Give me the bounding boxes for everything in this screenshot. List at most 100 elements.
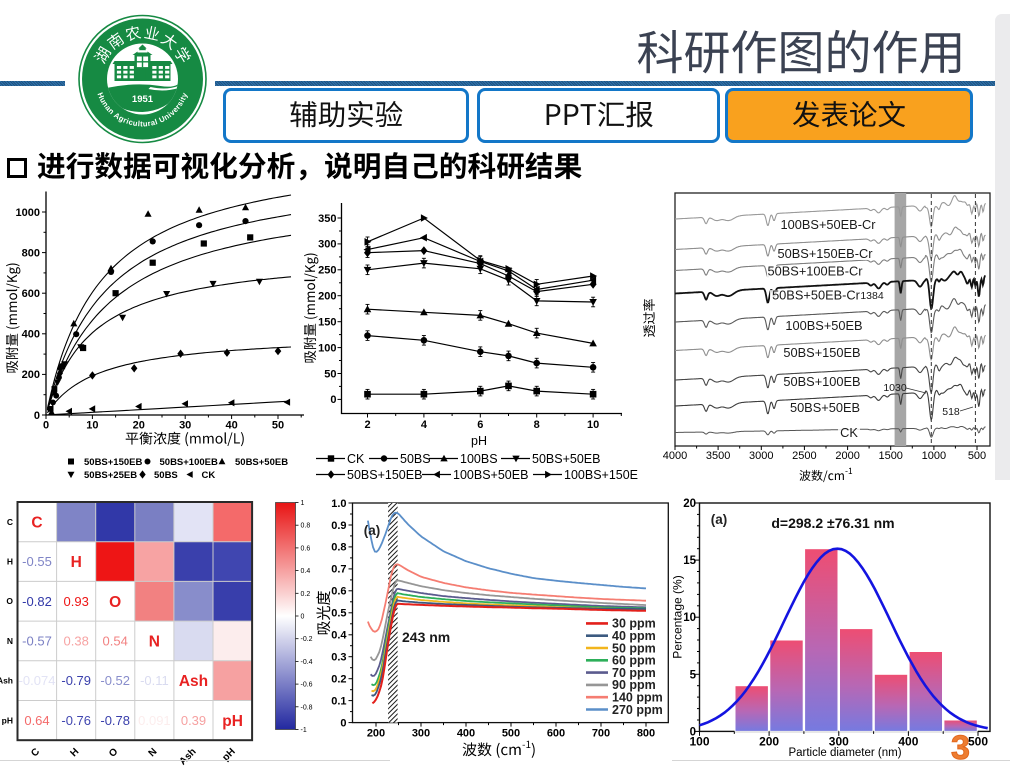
svg-text:10: 10 (683, 612, 696, 624)
svg-text:200: 200 (22, 369, 40, 381)
svg-text:50BS+100EB: 50BS+100EB (783, 374, 860, 389)
svg-text:8: 8 (534, 419, 540, 431)
svg-text:50BS+25EB: 50BS+25EB (84, 470, 137, 481)
svg-text:50BS+100EB-Cr: 50BS+100EB-Cr (768, 264, 864, 279)
svg-text:4: 4 (421, 419, 428, 431)
svg-text:100: 100 (318, 342, 336, 354)
svg-text:140 ppm: 140 ppm (612, 691, 663, 705)
svg-text:100: 100 (689, 734, 709, 748)
svg-text:1500: 1500 (878, 450, 902, 462)
svg-text:-0.82: -0.82 (22, 594, 52, 609)
svg-text:50: 50 (272, 420, 284, 432)
svg-text:30 ppm: 30 ppm (612, 617, 656, 631)
svg-text:500: 500 (968, 734, 988, 748)
svg-text:518: 518 (942, 406, 960, 418)
svg-text:0.4: 0.4 (331, 630, 347, 642)
svg-text:0.39: 0.39 (181, 713, 206, 728)
svg-text:0.3: 0.3 (331, 652, 346, 664)
svg-text:50BS+150EB: 50BS+150EB (84, 457, 142, 468)
svg-text:-0.76: -0.76 (61, 713, 91, 728)
svg-text:250: 250 (318, 265, 336, 277)
svg-text:0.54: 0.54 (103, 634, 128, 649)
svg-text:70 ppm: 70 ppm (612, 666, 656, 680)
svg-text:0.5: 0.5 (331, 608, 346, 620)
svg-text:1384: 1384 (860, 290, 884, 302)
svg-text:-0.8: -0.8 (301, 704, 313, 711)
svg-text:100BS+150E: 100BS+150E (564, 468, 638, 482)
svg-text:-0.11: -0.11 (140, 673, 169, 688)
svg-text:C: C (31, 514, 42, 531)
svg-text:40: 40 (225, 420, 237, 432)
svg-text:Particle diameter (nm): Particle diameter (nm) (788, 747, 901, 759)
svg-text:0: 0 (340, 717, 346, 729)
svg-text:2: 2 (364, 419, 370, 431)
svg-text:0.64: 0.64 (24, 713, 49, 728)
svg-text:C: C (7, 517, 13, 527)
svg-text:10: 10 (587, 419, 599, 431)
svg-text:H: H (68, 746, 81, 759)
svg-text:200: 200 (367, 728, 385, 740)
svg-text:200: 200 (759, 734, 779, 748)
svg-text:20: 20 (133, 420, 145, 432)
svg-text:-0.57: -0.57 (22, 634, 52, 649)
svg-text:1951: 1951 (132, 94, 154, 105)
svg-text:50BS+150EB: 50BS+150EB (347, 468, 422, 482)
svg-text:3500: 3500 (706, 450, 730, 462)
svg-text:N: N (7, 636, 13, 646)
svg-text:200: 200 (318, 291, 336, 303)
svg-text:50BS+100EB: 50BS+100EB (160, 457, 218, 468)
svg-text:(a): (a) (711, 512, 728, 527)
svg-text:350: 350 (318, 213, 336, 225)
svg-text:300: 300 (412, 728, 430, 740)
svg-text:d=298.2 ±76.31 nm: d=298.2 ±76.31 nm (771, 515, 894, 531)
svg-text:0.091: 0.091 (138, 713, 171, 728)
svg-text:0.2: 0.2 (331, 674, 346, 686)
svg-text:-0.4: -0.4 (301, 659, 313, 666)
svg-text:-0.2: -0.2 (301, 636, 313, 643)
svg-text:1000: 1000 (922, 450, 946, 462)
svg-text:50BS+150EB-Cr: 50BS+150EB-Cr (778, 246, 874, 261)
svg-text:0: 0 (690, 726, 696, 738)
svg-text:50 ppm: 50 ppm (612, 641, 656, 655)
svg-text:0.4: 0.4 (301, 568, 311, 575)
svg-text:6: 6 (477, 419, 483, 431)
svg-text:15: 15 (683, 555, 696, 567)
svg-text:pH: pH (2, 715, 13, 725)
svg-text:400: 400 (457, 728, 475, 740)
svg-text:H: H (71, 554, 82, 571)
svg-text:243 nm: 243 nm (402, 629, 450, 645)
svg-text:O: O (107, 746, 120, 759)
svg-text:0.93: 0.93 (64, 594, 89, 609)
svg-text:0.7: 0.7 (331, 564, 346, 576)
svg-text:50: 50 (324, 368, 336, 380)
svg-text:1: 1 (301, 500, 305, 507)
svg-text:2000: 2000 (835, 450, 859, 462)
svg-text:50BS: 50BS (154, 470, 178, 481)
svg-text:500: 500 (502, 728, 520, 740)
svg-text:600: 600 (22, 288, 40, 300)
svg-text:-0.52: -0.52 (100, 673, 130, 688)
svg-text:20: 20 (683, 498, 696, 510)
svg-text:0.8: 0.8 (331, 542, 346, 554)
svg-text:Ash: Ash (177, 746, 198, 766)
svg-text:0.2: 0.2 (301, 591, 311, 598)
svg-text:500: 500 (968, 450, 986, 462)
svg-text:CK: CK (840, 425, 858, 440)
svg-text:150: 150 (318, 317, 336, 329)
svg-text:CK: CK (347, 452, 365, 466)
svg-text:10: 10 (86, 420, 98, 432)
svg-text:400: 400 (898, 734, 918, 748)
svg-text:50BS+50EB: 50BS+50EB (532, 452, 600, 466)
svg-text:0: 0 (43, 420, 49, 432)
svg-text:Ash: Ash (0, 676, 13, 686)
svg-text:0: 0 (301, 614, 305, 621)
svg-text:pH: pH (222, 713, 243, 730)
svg-text:400: 400 (22, 329, 40, 341)
svg-text:0: 0 (34, 410, 40, 422)
svg-text:270 ppm: 270 ppm (612, 703, 663, 717)
svg-text:4000: 4000 (663, 450, 687, 462)
svg-text:C: C (29, 746, 42, 759)
svg-text:0.6: 0.6 (301, 545, 311, 552)
svg-text:90 ppm: 90 ppm (612, 678, 656, 692)
svg-text:-0.79: -0.79 (61, 673, 91, 688)
